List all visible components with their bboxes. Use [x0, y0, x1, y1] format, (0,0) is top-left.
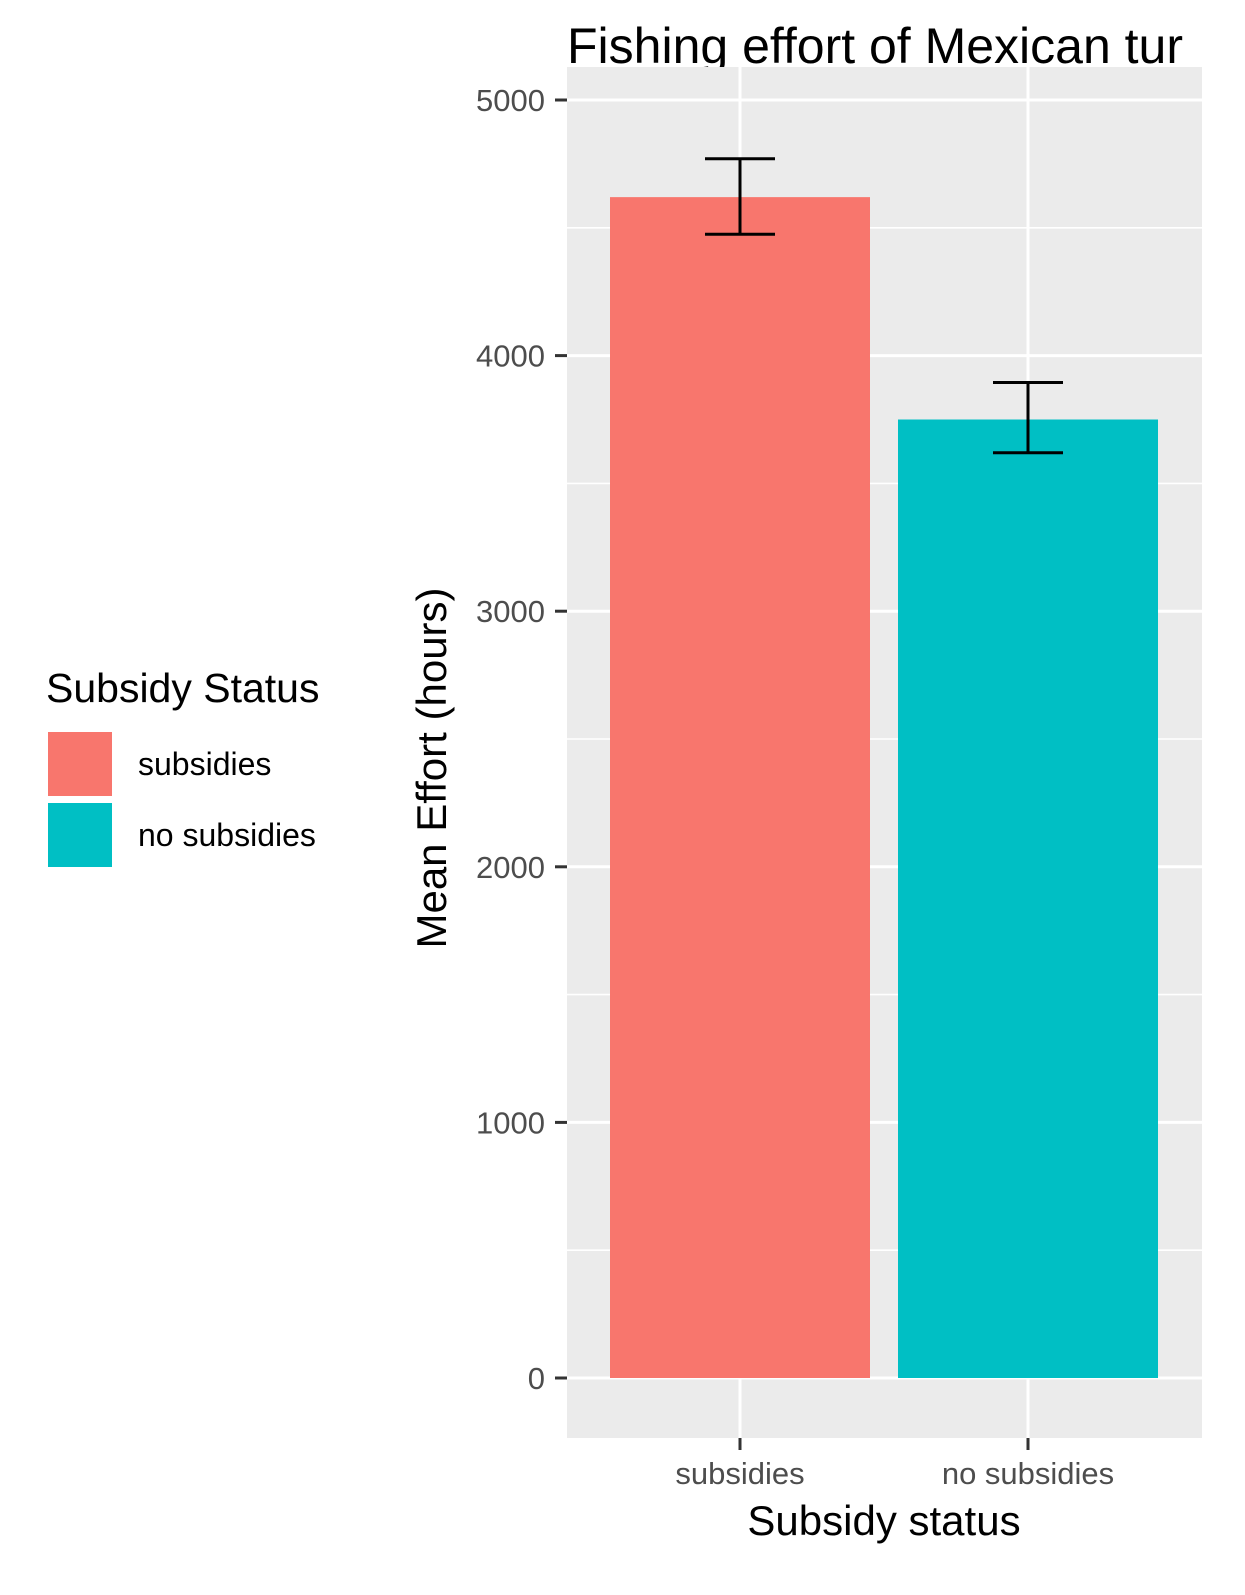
x-tick-label: subsidies [675, 1456, 804, 1491]
y-tick-label: 2000 [476, 850, 545, 885]
error-bar [705, 157, 775, 236]
chart-title: Fishing effort of Mexican tur [567, 18, 1183, 74]
y-tick-label: 1000 [476, 1105, 545, 1140]
legend-key-subsidies [46, 730, 114, 798]
legend-title: Subsidy Status [46, 665, 320, 711]
x-axis-title: Subsidy status [747, 1497, 1020, 1544]
y-tick-label: 5000 [476, 83, 545, 118]
x-tick-label: no subsidies [942, 1456, 1114, 1491]
legend-label: subsidies [138, 746, 271, 782]
y-axis-title: Mean Effort (hours) [408, 587, 455, 948]
bar-no-subsidies [898, 419, 1158, 1378]
legend-key-no-subsidies [46, 801, 114, 869]
y-tick-label: 0 [528, 1361, 545, 1396]
legend-label: no subsidies [138, 817, 316, 853]
bar-subsidies [610, 197, 870, 1378]
y-tick-label: 4000 [476, 339, 545, 374]
y-tick-label: 3000 [476, 594, 545, 629]
plot-panel: 0 1000 2000 3000 4000 5000 subsidies no subsidi… [476, 67, 1202, 1491]
error-bar [993, 380, 1063, 455]
legend: Subsidy Status subsidies no subsidies [46, 665, 320, 869]
